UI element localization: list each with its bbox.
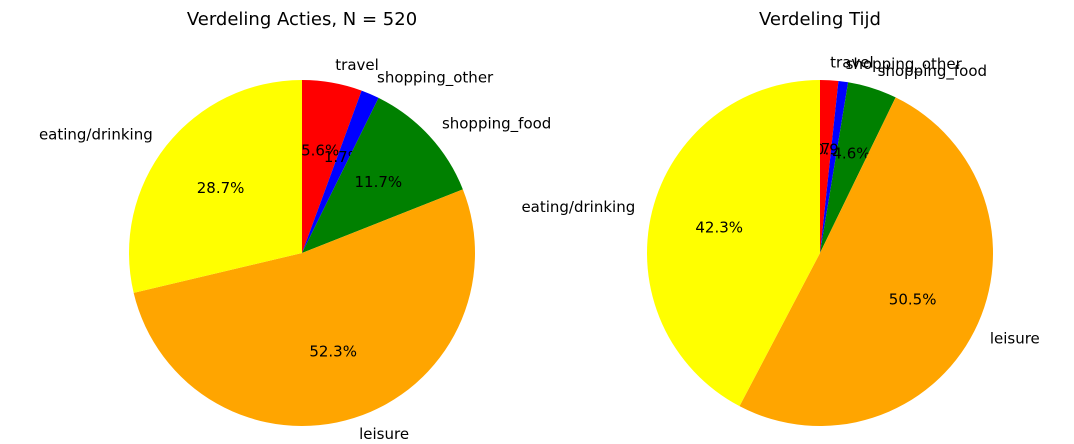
slice-percent: 28.7% [197, 179, 245, 197]
slice-percent: 42.3% [695, 219, 743, 237]
slice-percent: 11.7% [355, 173, 403, 191]
slice-label: leisure [990, 329, 1040, 347]
pie-slice [302, 90, 379, 253]
slice-label: eating/drinking [39, 125, 153, 143]
slice-percent: 50.5% [889, 290, 937, 308]
pie-slice [302, 97, 463, 253]
slice-percent: 4.6% [832, 145, 870, 163]
pie-slice [739, 97, 993, 426]
pie-slice [302, 80, 362, 253]
pie-slice [129, 80, 302, 293]
slice-label: shopping_other [846, 55, 963, 74]
pie-slice [646, 80, 820, 407]
slice-percent: 52.3% [309, 343, 357, 361]
slice-label: shopping_other [377, 69, 494, 88]
pie-slice [820, 80, 839, 253]
chart-title: Verdeling Tijd [759, 9, 881, 30]
pie-slice [820, 82, 896, 253]
chart-title: Verdeling Acties, N = 520 [187, 9, 417, 30]
pie-slice [133, 189, 476, 427]
slice-label: travel [335, 56, 379, 74]
pie-slice [820, 80, 849, 253]
slice-label: leisure [359, 425, 409, 443]
slice-label: shopping_food [878, 62, 987, 81]
slice-label: shopping_food [442, 115, 551, 134]
slice-label: travel [830, 53, 874, 71]
slice-percent: 5.6% [301, 141, 339, 159]
slice-label: eating/drinking [521, 198, 635, 216]
